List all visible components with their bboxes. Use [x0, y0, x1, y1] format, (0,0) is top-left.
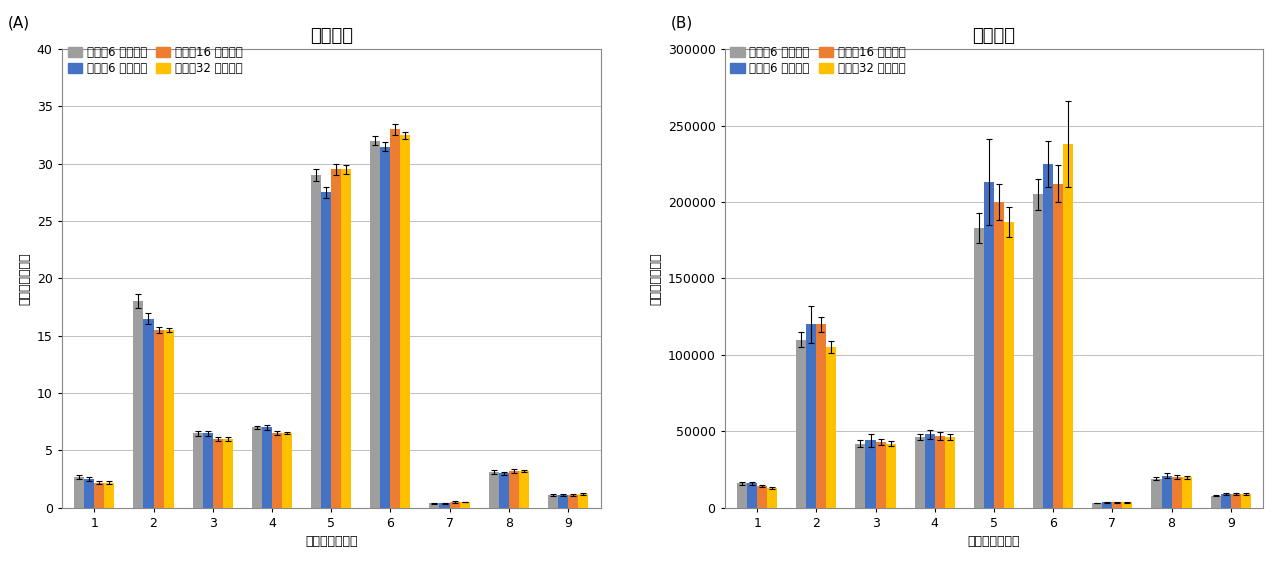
- Bar: [370, 141, 380, 508]
- Bar: [262, 428, 271, 508]
- Bar: [223, 439, 233, 508]
- Bar: [1152, 479, 1161, 508]
- Bar: [817, 324, 827, 508]
- Bar: [995, 202, 1004, 508]
- Bar: [1211, 496, 1221, 508]
- Title: 相対面積: 相対面積: [310, 27, 352, 45]
- Bar: [380, 146, 390, 508]
- Bar: [1102, 502, 1112, 508]
- Bar: [865, 441, 876, 508]
- Bar: [154, 330, 164, 508]
- Bar: [1231, 494, 1240, 508]
- Bar: [1112, 502, 1123, 508]
- Bar: [95, 483, 105, 508]
- Bar: [282, 433, 292, 508]
- Bar: [1171, 477, 1181, 508]
- Bar: [105, 483, 114, 508]
- Bar: [579, 494, 588, 508]
- Bar: [321, 193, 332, 508]
- Bar: [332, 170, 342, 508]
- Bar: [827, 347, 836, 508]
- Bar: [1161, 476, 1171, 508]
- Bar: [1092, 503, 1102, 508]
- Bar: [974, 228, 984, 508]
- Bar: [518, 471, 529, 508]
- Bar: [758, 486, 767, 508]
- Bar: [252, 428, 262, 508]
- Bar: [1181, 477, 1192, 508]
- Bar: [1064, 144, 1074, 508]
- Bar: [934, 436, 945, 508]
- Y-axis label: 相対面積（％）: 相対面積（％）: [18, 252, 31, 305]
- Bar: [439, 503, 449, 508]
- Text: (B): (B): [671, 16, 692, 31]
- Bar: [133, 301, 143, 508]
- Bar: [984, 182, 995, 508]
- Bar: [915, 437, 924, 508]
- Bar: [737, 483, 748, 508]
- Bar: [568, 495, 579, 508]
- Bar: [342, 170, 351, 508]
- Bar: [548, 495, 558, 508]
- Bar: [558, 495, 568, 508]
- Bar: [748, 483, 758, 508]
- Bar: [945, 437, 955, 508]
- Bar: [924, 434, 934, 508]
- Bar: [855, 444, 865, 508]
- Bar: [767, 488, 777, 508]
- Legend: 手動、6 サンプル, 自動、6 サンプル, 自動、16 サンプル, 自動、32 サンプル: 手動、6 サンプル, 自動、6 サンプル, 自動、16 サンプル, 自動、32 …: [68, 46, 243, 75]
- Bar: [449, 502, 460, 508]
- Bar: [1123, 502, 1133, 508]
- Bar: [796, 340, 806, 508]
- Bar: [429, 503, 439, 508]
- Y-axis label: 合計ピーク面積: 合計ピーク面積: [649, 252, 662, 305]
- Legend: 手動、6 サンプル, 自動、6 サンプル, 自動、16 サンプル, 自動、32 サンプル: 手動、6 サンプル, 自動、6 サンプル, 自動、16 サンプル, 自動、32 …: [731, 46, 906, 75]
- Bar: [192, 433, 202, 508]
- Bar: [164, 330, 174, 508]
- Bar: [1004, 222, 1014, 508]
- Text: (A): (A): [8, 16, 29, 31]
- Bar: [1221, 494, 1231, 508]
- X-axis label: グリコフォーム: グリコフォーム: [968, 535, 1020, 549]
- Bar: [460, 502, 470, 508]
- Bar: [84, 479, 95, 508]
- Bar: [390, 129, 401, 508]
- Title: 合計面積: 合計面積: [973, 27, 1015, 45]
- Bar: [886, 444, 896, 508]
- Bar: [401, 135, 411, 508]
- Bar: [499, 473, 508, 508]
- X-axis label: グリコフォーム: グリコフォーム: [305, 535, 357, 549]
- Bar: [212, 439, 223, 508]
- Bar: [806, 324, 817, 508]
- Bar: [74, 477, 84, 508]
- Bar: [143, 319, 154, 508]
- Bar: [876, 442, 886, 508]
- Bar: [489, 472, 499, 508]
- Bar: [508, 471, 518, 508]
- Bar: [1240, 494, 1251, 508]
- Bar: [1043, 164, 1053, 508]
- Bar: [311, 175, 321, 508]
- Bar: [271, 433, 282, 508]
- Bar: [202, 433, 212, 508]
- Bar: [1053, 184, 1064, 508]
- Bar: [1033, 194, 1043, 508]
